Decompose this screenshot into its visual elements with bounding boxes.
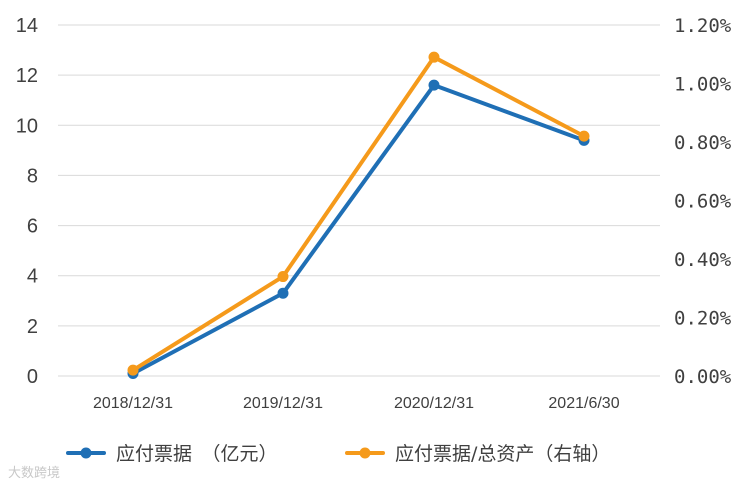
data-point	[277, 287, 289, 299]
legend-label: 应付票据/总资产（右轴）	[395, 443, 610, 465]
legend-label: 应付票据 （亿元）	[116, 443, 278, 465]
left-axis-ticks: 0 2 4 6 8 10 12 14	[16, 15, 38, 388]
watermark: 大数跨境	[8, 466, 61, 481]
right-tick-label: 1.20%	[674, 15, 732, 37]
legend-item-1: 应付票据 （亿元）	[66, 443, 278, 465]
series-1	[127, 79, 590, 379]
data-point	[277, 271, 289, 283]
x-tick-label: 2018/12/31	[93, 395, 173, 412]
right-tick-label: 1.00%	[674, 74, 732, 96]
legend: 应付票据 （亿元） 应付票据/总资产（右轴）	[66, 443, 610, 465]
right-axis-ticks: 0.00% 0.20% 0.40% 0.60% 0.80% 1.00% 1.20%	[674, 15, 732, 388]
data-point	[428, 51, 440, 63]
left-tick-label: 10	[16, 115, 38, 137]
legend-swatch-marker	[80, 447, 92, 459]
left-tick-label: 2	[27, 316, 38, 338]
legend-swatch-marker	[359, 447, 371, 459]
data-point	[127, 364, 139, 376]
right-tick-label: 0.60%	[674, 191, 732, 213]
x-tick-label: 2021/6/30	[548, 395, 619, 412]
right-tick-label: 0.80%	[674, 132, 732, 154]
data-point	[578, 130, 590, 142]
right-tick-label: 0.20%	[674, 308, 732, 330]
legend-item-2: 应付票据/总资产（右轴）	[345, 443, 610, 465]
data-point	[428, 79, 440, 91]
left-tick-label: 8	[27, 165, 38, 187]
series-2	[127, 51, 590, 376]
series-layer	[127, 51, 590, 379]
x-axis-ticks: 2018/12/31 2019/12/31 2020/12/31 2021/6/30	[93, 395, 620, 412]
x-tick-label: 2020/12/31	[394, 395, 474, 412]
series-line	[131, 83, 586, 376]
left-tick-label: 12	[16, 65, 38, 87]
right-tick-label: 0.40%	[674, 249, 732, 271]
gridlines	[58, 24, 660, 377]
left-tick-label: 14	[16, 15, 38, 37]
right-tick-label: 0.00%	[674, 366, 732, 388]
series-line	[131, 55, 586, 373]
left-tick-label: 4	[27, 266, 38, 288]
x-tick-label: 2019/12/31	[243, 395, 323, 412]
left-tick-label: 6	[27, 216, 38, 238]
left-tick-label: 0	[27, 366, 38, 388]
